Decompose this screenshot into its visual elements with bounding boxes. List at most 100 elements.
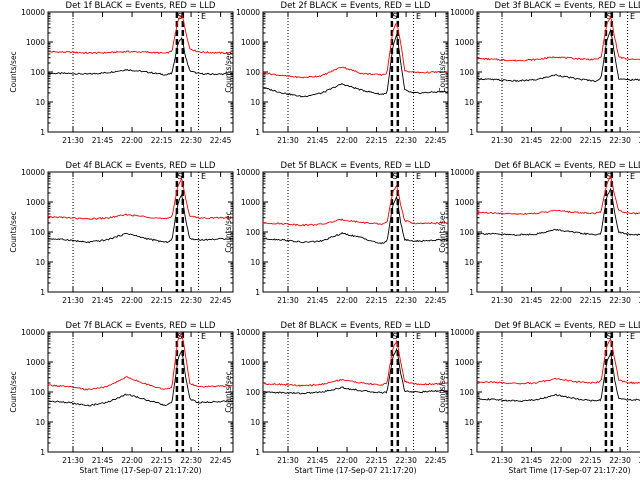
plot-frame <box>47 331 234 453</box>
x-tick-label: 22:30 <box>395 136 417 145</box>
y-tick-label: 10 <box>35 258 45 267</box>
events-series-line <box>262 347 449 395</box>
x-tick-label: 21:45 <box>92 296 114 305</box>
panel-title: Det 2f BLACK = Events, RED = LLD <box>281 1 431 11</box>
y-axis-label: Counts/sec <box>438 51 447 92</box>
x-tick-label: 22:45 <box>639 296 640 305</box>
x-tick-label: 22:15 <box>580 136 602 145</box>
y-tick-label: 10 <box>250 258 260 267</box>
plot-frame <box>262 171 449 293</box>
y-tick-label: 1 <box>469 128 474 137</box>
x-tick-label: 22:00 <box>121 296 143 305</box>
x-axis-label: Start Time (17-Sep-07 21:17:20) <box>80 466 202 475</box>
x-tick-label: 21:45 <box>92 136 114 145</box>
x-tick-label: 21:30 <box>277 456 299 465</box>
marker-label-e: E <box>416 172 421 181</box>
y-tick-label: 100 <box>31 68 46 77</box>
x-tick-label: 22:00 <box>336 296 358 305</box>
y-tick-label: 1 <box>40 288 45 297</box>
y-axis-label: Counts/sec <box>9 211 18 252</box>
x-tick-label: 21:45 <box>307 296 329 305</box>
events-series-line <box>47 349 234 407</box>
y-tick-label: 1000 <box>26 198 45 207</box>
x-tick-label: 22:45 <box>210 136 232 145</box>
detector-panel-1: Det 1f BLACK = Events, RED = LLD 1 10 100 10… <box>9 1 234 145</box>
y-axis-label: Counts/sec <box>224 371 233 412</box>
plot-frame <box>476 331 640 453</box>
x-tick-label: 21:30 <box>62 456 84 465</box>
x-tick-label: 21:45 <box>521 136 543 145</box>
x-tick-label: 21:30 <box>277 296 299 305</box>
lld-series-line <box>262 184 449 227</box>
y-axis-label: Counts/sec <box>9 371 18 412</box>
lld-series-line <box>476 174 640 216</box>
plot-frame <box>47 11 234 133</box>
y-tick-label: 100 <box>246 228 261 237</box>
plot-frame <box>476 11 640 133</box>
x-axis-label: Start Time (17-Sep-07 21:17:20) <box>509 466 631 475</box>
x-tick-label: 21:45 <box>521 456 543 465</box>
panel-title: Det 1f BLACK = Events, RED = LLD <box>66 1 216 11</box>
panel-title: Det 4f BLACK = Events, RED = LLD <box>66 161 216 171</box>
x-tick-label: 21:45 <box>92 456 114 465</box>
x-tick-label: 21:45 <box>307 456 329 465</box>
detector-panel-7: Det 7f BLACK = Events, RED = LLD 1 10 100 10… <box>9 321 234 475</box>
marker-label-e: E <box>630 12 635 21</box>
marker-label-s: S <box>177 172 182 181</box>
y-tick-label: 10000 <box>450 8 474 17</box>
y-tick-label: 1000 <box>26 38 45 47</box>
detector-panel-9: Det 9f BLACK = Events, RED = LLD 1 10 100 10… <box>438 321 640 475</box>
x-tick-label: 22:00 <box>550 136 572 145</box>
y-tick-label: 1000 <box>455 358 474 367</box>
y-tick-label: 10000 <box>236 168 260 177</box>
x-tick-label: 22:00 <box>121 136 143 145</box>
panel-title: Det 9f BLACK = Events, RED = LLD <box>495 321 640 331</box>
x-tick-label: 22:45 <box>210 296 232 305</box>
marker-label-e: E <box>630 172 635 181</box>
x-tick-label: 21:45 <box>521 296 543 305</box>
lld-series-line <box>262 22 449 79</box>
x-tick-label: 22:30 <box>609 296 631 305</box>
x-tick-label: 22:15 <box>151 296 173 305</box>
x-tick-label: 21:30 <box>62 136 84 145</box>
lld-series-line <box>47 13 234 55</box>
y-tick-label: 10 <box>250 98 260 107</box>
x-tick-label: 22:30 <box>180 456 202 465</box>
y-tick-label: 1000 <box>455 38 474 47</box>
y-tick-label: 10000 <box>236 328 260 337</box>
y-tick-label: 1000 <box>241 358 260 367</box>
y-tick-label: 100 <box>246 388 261 397</box>
y-tick-label: 10 <box>35 418 45 427</box>
y-tick-label: 10 <box>250 418 260 427</box>
y-axis-label: Counts/sec <box>224 211 233 252</box>
y-tick-label: 100 <box>246 68 261 77</box>
y-tick-label: 10000 <box>21 168 45 177</box>
panel-title: Det 5f BLACK = Events, RED = LLD <box>281 161 431 171</box>
detector-panel-4: Det 4f BLACK = Events, RED = LLD 1 10 100 10… <box>9 161 234 305</box>
marker-label-e: E <box>630 332 635 341</box>
marker-label-s: S <box>392 172 397 181</box>
x-tick-label: 22:00 <box>336 136 358 145</box>
detector-panel-5: Det 5f BLACK = Events, RED = LLD 1 10 100 10… <box>224 161 449 305</box>
x-tick-label: 21:30 <box>491 296 513 305</box>
y-tick-label: 100 <box>31 228 46 237</box>
plot-frame <box>476 171 640 293</box>
x-tick-label: 21:30 <box>491 456 513 465</box>
x-tick-label: 22:15 <box>580 296 602 305</box>
x-tick-label: 21:45 <box>307 136 329 145</box>
y-tick-label: 1 <box>469 288 474 297</box>
events-series-line <box>476 28 640 83</box>
x-tick-label: 22:15 <box>366 456 388 465</box>
x-tick-label: 22:45 <box>210 456 232 465</box>
x-tick-label: 22:30 <box>395 456 417 465</box>
x-tick-label: 22:00 <box>550 456 572 465</box>
y-axis-label: Counts/sec <box>224 51 233 92</box>
x-tick-label: 21:30 <box>62 296 84 305</box>
y-tick-label: 10000 <box>236 8 260 17</box>
y-tick-label: 10 <box>464 98 474 107</box>
marker-label-s: S <box>606 332 611 341</box>
y-tick-label: 10000 <box>21 8 45 17</box>
x-tick-label: 22:00 <box>121 456 143 465</box>
panel-title: Det 3f BLACK = Events, RED = LLD <box>495 1 640 11</box>
marker-label-e: E <box>416 332 421 341</box>
